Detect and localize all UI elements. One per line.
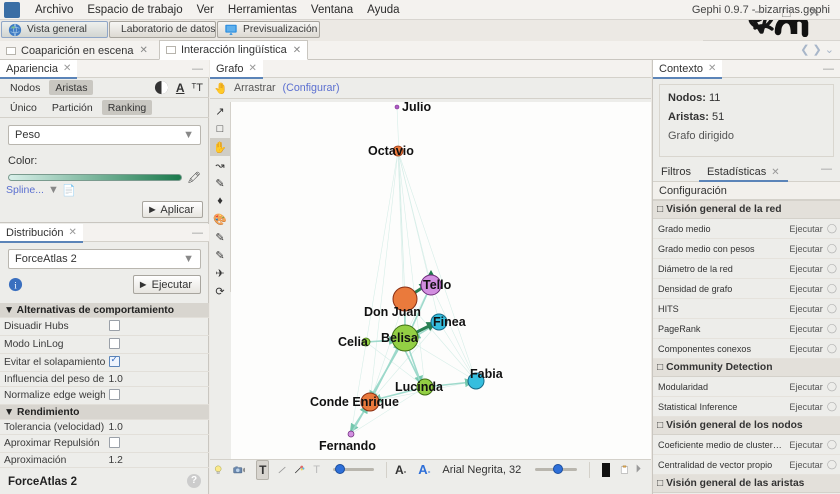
svg-text:Fernando: Fernando	[319, 439, 376, 453]
svg-text:🤚: 🤚	[214, 82, 228, 95]
svg-text:i: i	[14, 281, 17, 291]
svg-text:Fabia: Fabia	[470, 367, 504, 381]
svg-text:Tello: Tello	[423, 278, 452, 292]
svg-text:Octavio: Octavio	[368, 144, 414, 158]
svg-text:Belisa: Belisa	[381, 331, 419, 345]
svg-text:Lucinda: Lucinda	[395, 380, 444, 394]
svg-text:Conde Enrique: Conde Enrique	[310, 395, 399, 409]
svg-text:Julio: Julio	[402, 102, 432, 114]
svg-text:Don Juan: Don Juan	[364, 305, 421, 319]
svg-text:Celia: Celia	[338, 335, 369, 349]
svg-text:Finea: Finea	[433, 315, 467, 329]
